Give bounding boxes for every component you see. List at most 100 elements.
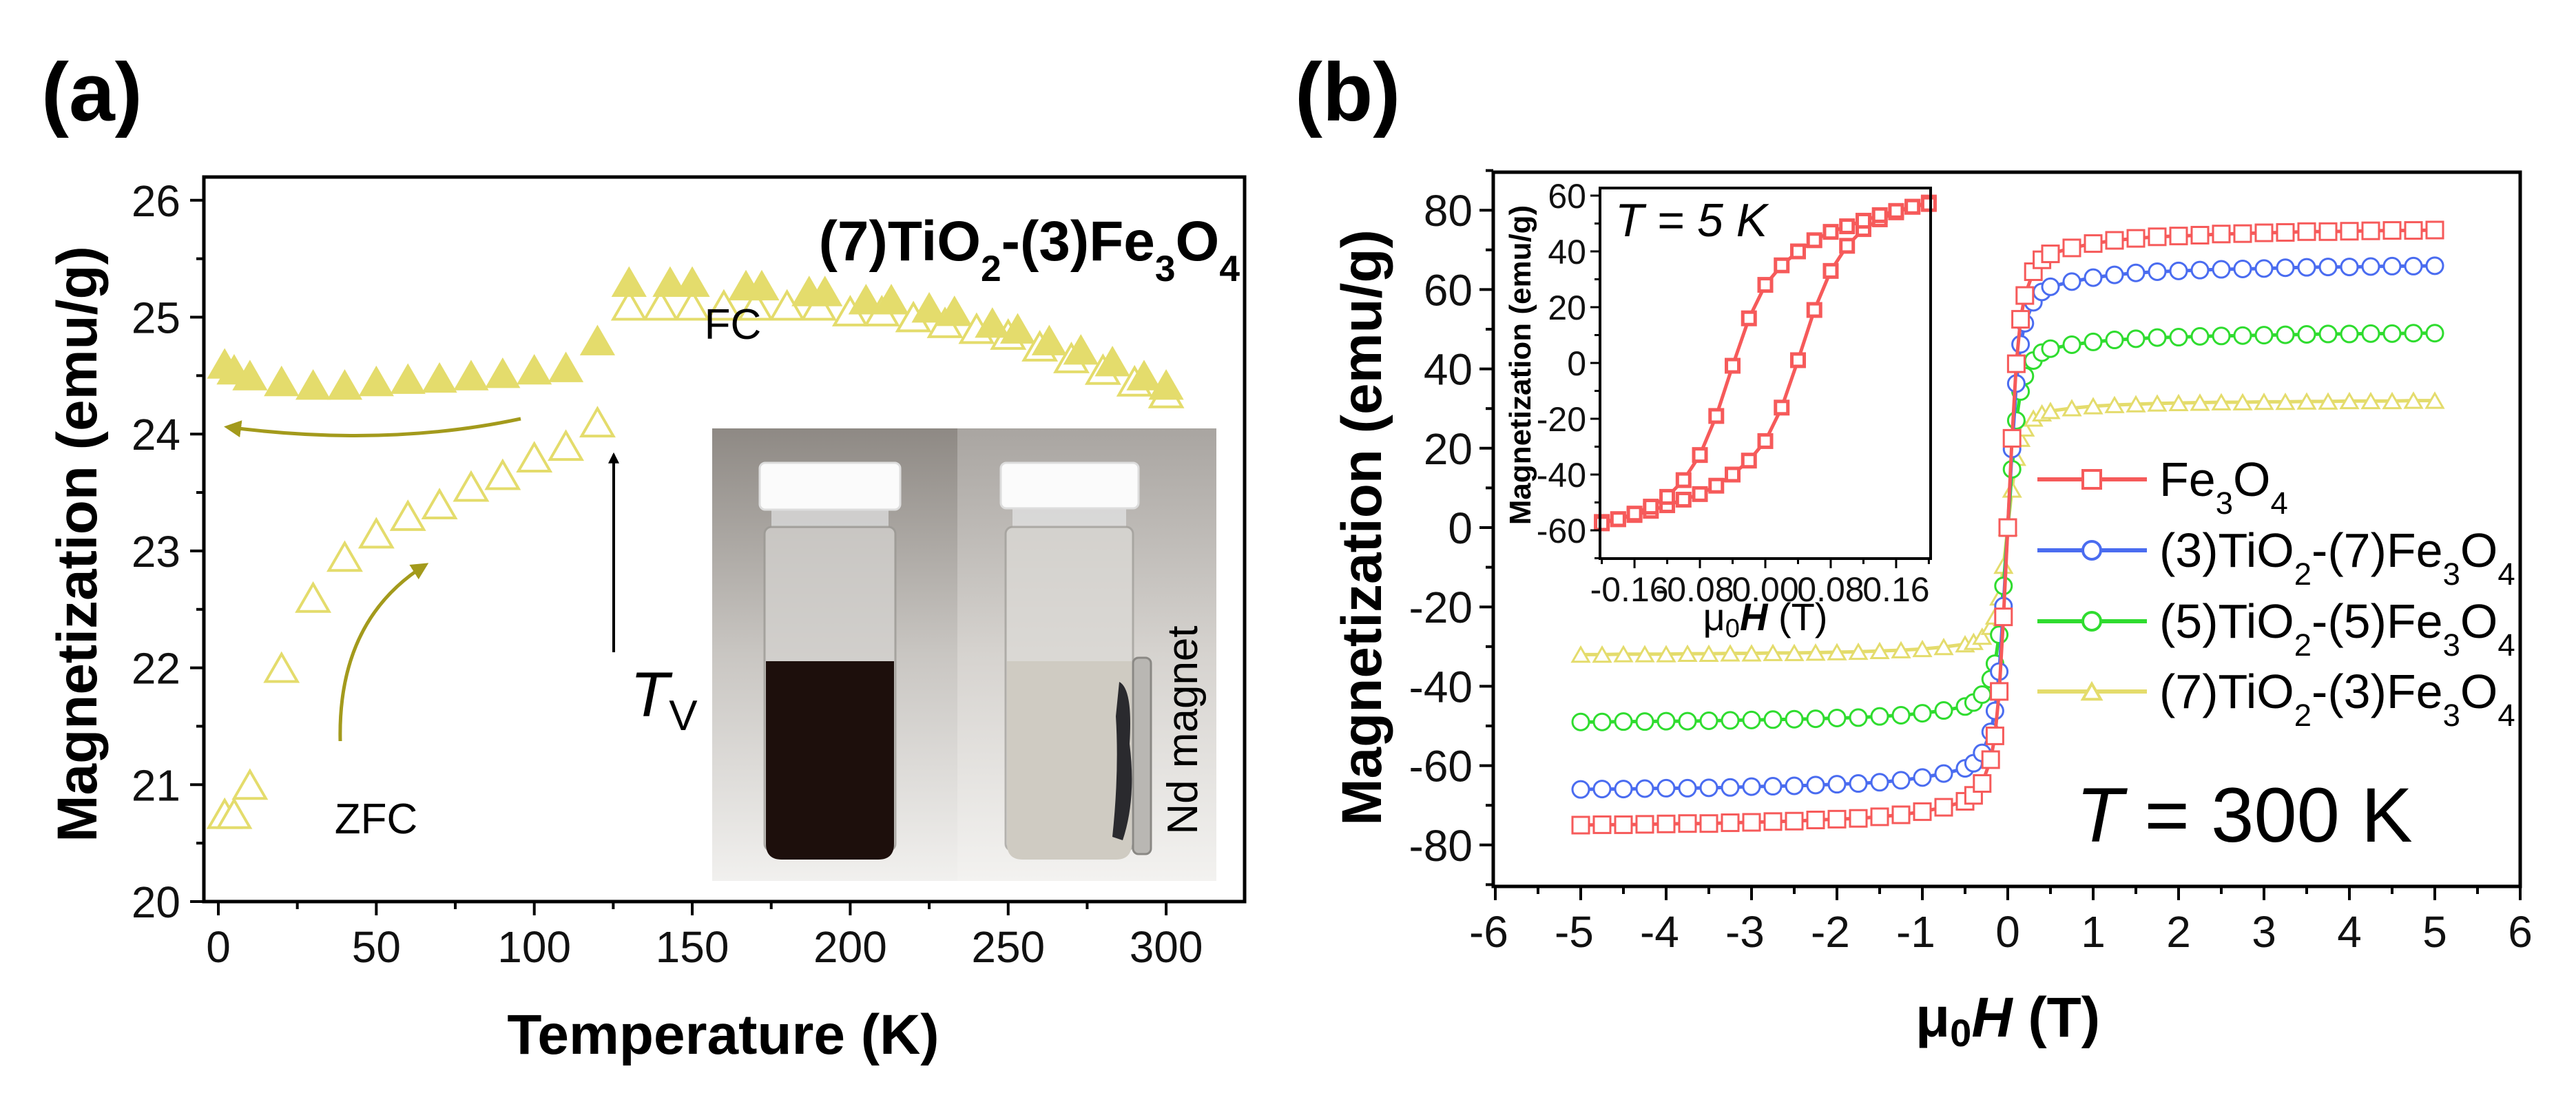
x-tick-label: -0.08 bbox=[1656, 570, 1734, 609]
data-point bbox=[2126, 263, 2146, 282]
x-tick-label: -5 bbox=[1555, 907, 1594, 957]
y-tick-label: 23 bbox=[132, 527, 180, 576]
data-point bbox=[1827, 775, 1847, 794]
data-point bbox=[1869, 641, 1890, 660]
data-point bbox=[2212, 225, 2231, 244]
hysteresis-point bbox=[1757, 433, 1774, 449]
verwey-label: TV bbox=[630, 660, 698, 740]
hysteresis-point bbox=[1741, 453, 1757, 469]
data-point bbox=[1571, 815, 1590, 835]
data-point bbox=[2212, 326, 2231, 346]
data-point bbox=[1806, 811, 1825, 830]
data-point bbox=[2126, 229, 2146, 248]
fc-point bbox=[1063, 334, 1099, 365]
data-point bbox=[2276, 222, 2295, 242]
data-point bbox=[2211, 393, 2232, 410]
data-point bbox=[1742, 777, 1761, 796]
x-tick-label: 0.08 bbox=[1797, 570, 1864, 609]
data-point bbox=[2296, 392, 2317, 410]
zfc-label: ZFC bbox=[335, 796, 418, 843]
data-point bbox=[1934, 798, 1953, 817]
data-point bbox=[2340, 324, 2359, 344]
x-tick-label: 200 bbox=[813, 922, 887, 972]
fc-label: FC bbox=[705, 301, 762, 349]
data-point bbox=[1656, 814, 1676, 833]
data-point bbox=[2040, 402, 2061, 419]
data-point bbox=[2002, 428, 2022, 448]
zfc-point bbox=[705, 289, 742, 321]
hysteresis-point bbox=[1725, 466, 1741, 483]
data-point bbox=[2404, 256, 2423, 276]
hysteresis-point bbox=[1626, 506, 1643, 522]
data-point bbox=[2104, 395, 2125, 413]
zfc-point bbox=[389, 499, 426, 531]
data-point bbox=[1699, 814, 1718, 833]
hysteresis-point bbox=[1774, 399, 1790, 416]
data-point bbox=[1985, 726, 2004, 745]
data-point bbox=[2169, 261, 2188, 280]
data-point bbox=[1973, 685, 1992, 704]
x-tick-label: 6 bbox=[2508, 907, 2533, 957]
data-point bbox=[2382, 221, 2402, 240]
data-point bbox=[1990, 625, 2009, 645]
data-point bbox=[1763, 643, 1783, 661]
x-tick-label: -2 bbox=[1811, 907, 1850, 957]
data-point bbox=[2011, 310, 2030, 329]
data-point bbox=[2340, 222, 2359, 241]
fc-point bbox=[1031, 324, 1067, 355]
data-point bbox=[1570, 645, 1591, 663]
legend: Fe3O4(3)TiO2-(7)Fe3O4(5)TiO2-(5)Fe3O4(7)… bbox=[2037, 453, 2515, 733]
data-point bbox=[1592, 645, 1612, 663]
vial-photo: Nd magnet bbox=[712, 428, 1216, 881]
data-point bbox=[1849, 774, 1868, 793]
data-point bbox=[2276, 325, 2295, 344]
data-point bbox=[1656, 778, 1676, 798]
inset-y-axis-label: Magnetization (emu/g) bbox=[1504, 205, 1537, 525]
panel-b-mh-chart: -6 -5 -4 -3 -2 -1 0 1 2 3 4 5 6 -80 -60 -40 -20 0 20 40 60 80… bbox=[1331, 169, 2533, 1054]
y-tick-label: -40 bbox=[1409, 662, 1473, 711]
data-point bbox=[1678, 778, 1697, 798]
data-point bbox=[1933, 637, 1954, 656]
fc-point bbox=[674, 266, 710, 298]
hysteresis-point bbox=[1708, 477, 1725, 494]
x-tick-label: 4 bbox=[2337, 907, 2362, 957]
y-tick-label: 0 bbox=[1567, 344, 1586, 383]
data-point bbox=[1913, 704, 1932, 723]
fc-point bbox=[579, 324, 616, 355]
data-point bbox=[1912, 639, 1933, 658]
fc-point bbox=[390, 363, 426, 394]
data-point bbox=[2147, 394, 2168, 412]
x-tick-label: 0.16 bbox=[1862, 570, 1929, 609]
x-tick-label: 150 bbox=[656, 922, 729, 972]
hysteresis-point bbox=[1871, 207, 1888, 223]
data-point bbox=[1827, 643, 1847, 661]
legend-label: (7)TiO2-(3)Fe3O4 bbox=[2159, 665, 2515, 733]
data-point bbox=[2006, 410, 2026, 430]
data-point bbox=[1994, 607, 2013, 627]
hysteresis-point bbox=[1675, 472, 1692, 488]
y-tick-label: 40 bbox=[1548, 233, 1586, 271]
data-point bbox=[2361, 257, 2380, 276]
y-tick-label: -40 bbox=[1537, 456, 1586, 495]
data-point bbox=[2084, 234, 2103, 253]
y-tick-label: 26 bbox=[132, 176, 180, 226]
zfc-point bbox=[357, 517, 395, 549]
y-tick-label: 0 bbox=[1448, 503, 1473, 553]
x-tick-label: 1 bbox=[2081, 907, 2106, 957]
zfc-point bbox=[216, 797, 253, 829]
hysteresis-point bbox=[1839, 238, 1856, 254]
hysteresis-point bbox=[1806, 232, 1822, 249]
data-point bbox=[1849, 809, 1868, 828]
data-point bbox=[2041, 339, 2060, 358]
fc-point bbox=[326, 369, 363, 400]
data-point bbox=[1721, 813, 1740, 833]
fc-point bbox=[999, 313, 1036, 344]
data-point bbox=[2148, 328, 2167, 347]
data-point bbox=[2425, 220, 2444, 240]
temperature-label-300k: T = 300 K bbox=[2076, 772, 2413, 858]
data-point bbox=[1699, 644, 1719, 663]
data-point bbox=[1721, 711, 1740, 730]
hysteresis-point bbox=[1594, 515, 1610, 532]
data-point bbox=[2148, 262, 2167, 281]
fc-point bbox=[911, 292, 947, 323]
